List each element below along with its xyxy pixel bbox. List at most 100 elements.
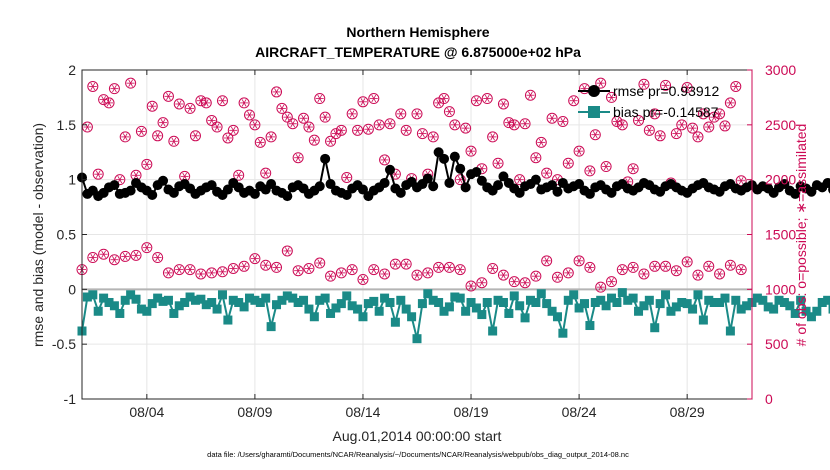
- obs-circle: [703, 260, 715, 272]
- obs-asterisk-stroke: [490, 264, 495, 273]
- bias-point: [358, 312, 368, 322]
- obs-assimilated-point: [162, 267, 174, 279]
- bias-point: [444, 302, 454, 312]
- obs-possible-point: [335, 124, 347, 136]
- obs-circle: [260, 259, 272, 271]
- obs-circle: [341, 171, 353, 183]
- obs-asterisk-stroke: [355, 126, 360, 134]
- obs-circle: [400, 124, 412, 136]
- rmse-point: [395, 187, 406, 198]
- obs-circle: [627, 163, 639, 175]
- obs-assimilated-point: [368, 264, 380, 276]
- obs-asterisk-stroke: [652, 262, 658, 270]
- rmse-point: [790, 188, 801, 199]
- obs-possible-point: [346, 108, 358, 120]
- y-right-tick-label: 2500: [765, 117, 796, 133]
- obs-circle: [497, 269, 509, 281]
- obs-asterisk-stroke: [171, 137, 177, 145]
- obs-possible-point: [152, 130, 164, 142]
- obs-circle: [108, 83, 120, 95]
- bias-point: [288, 293, 298, 303]
- obs-circle: [557, 116, 569, 128]
- legend-marker: [588, 85, 600, 97]
- rmse-point: [471, 166, 482, 177]
- obs-circle: [595, 281, 607, 293]
- obs-possible-point: [368, 93, 380, 105]
- bias-point: [596, 295, 606, 305]
- obs-circle: [546, 112, 558, 124]
- rmse-point: [444, 177, 455, 188]
- obs-asterisk-stroke: [549, 114, 555, 122]
- rmse-point: [530, 174, 541, 185]
- bias-point: [698, 315, 708, 325]
- x-tick-label: 08/04: [129, 404, 164, 420]
- bias-point: [720, 293, 730, 303]
- obs-circle: [92, 168, 104, 180]
- obs-assimilated-point: [584, 261, 596, 273]
- bias-point: [574, 303, 584, 313]
- obs-possible-point: [233, 169, 245, 181]
- obs-possible-point: [443, 106, 455, 118]
- obs-circle: [222, 132, 234, 144]
- obs-circle: [724, 97, 736, 109]
- obs-possible-point: [384, 118, 396, 130]
- obs-circle: [206, 267, 218, 279]
- obs-assimilated-point: [314, 257, 326, 269]
- x-axis-label: Aug.01,2014 00:00:00 start: [333, 428, 502, 444]
- bias-point: [169, 308, 179, 318]
- obs-asterisk-stroke: [112, 84, 117, 93]
- axis-ticks: 08/04 08/09 08/14 08/19 08/24 08/29 -1 -0.5 0 0.5…: [52, 62, 796, 420]
- rmse-point: [428, 181, 439, 192]
- obs-assimilated-point: [206, 267, 218, 279]
- obs-circle: [724, 259, 736, 271]
- rmse-point: [125, 185, 136, 196]
- obs-circle: [238, 97, 250, 109]
- obs-asterisk-stroke: [641, 270, 647, 278]
- bias-point: [796, 295, 806, 305]
- obs-circle: [443, 261, 455, 273]
- obs-asterisk-stroke: [733, 82, 739, 91]
- obs-circle: [195, 268, 207, 280]
- bias-point: [509, 291, 519, 301]
- obs-circle: [216, 266, 228, 278]
- obs-possible-point: [606, 91, 618, 103]
- obs-circle: [476, 277, 488, 289]
- obs-possible-point: [87, 80, 99, 92]
- obs-circle: [481, 93, 493, 105]
- obs-asterisk-stroke: [663, 81, 668, 90]
- bias-point: [153, 293, 163, 303]
- bias-point: [309, 312, 319, 322]
- obs-assimilated-point: [325, 270, 337, 282]
- obs-asterisk-stroke: [230, 126, 236, 134]
- obs-asterisk-stroke: [609, 277, 614, 286]
- obs-circle: [119, 131, 131, 143]
- obs-circle: [519, 277, 531, 289]
- obs-circle: [162, 90, 174, 102]
- obs-asterisk-stroke: [679, 121, 685, 129]
- obs-asterisk-stroke: [290, 120, 296, 128]
- obs-possible-point: [114, 174, 126, 186]
- bias-point: [201, 300, 211, 310]
- obs-asterisk-stroke: [706, 262, 712, 270]
- obs-circle: [449, 119, 461, 131]
- bias-point: [471, 303, 481, 313]
- obs-circle: [438, 93, 450, 105]
- obs-circle: [595, 77, 607, 89]
- rmse-point: [433, 147, 444, 158]
- obs-circle: [352, 124, 364, 136]
- obs-circle: [173, 264, 185, 276]
- obs-asterisk-stroke: [376, 121, 382, 129]
- obs-assimilated-point: [681, 256, 693, 268]
- obs-asterisk-stroke: [387, 120, 393, 128]
- obs-assimilated-point: [173, 264, 185, 276]
- bias-point: [277, 295, 287, 305]
- obs-circle: [227, 124, 239, 136]
- obs-circle: [200, 97, 212, 109]
- obs-circle: [298, 112, 310, 124]
- obs-circle: [638, 78, 650, 90]
- obs-circle: [670, 265, 682, 277]
- obs-asterisk-stroke: [95, 170, 101, 178]
- obs-possible-point: [649, 108, 661, 120]
- obs-circle: [389, 258, 401, 270]
- obs-circle: [314, 257, 326, 269]
